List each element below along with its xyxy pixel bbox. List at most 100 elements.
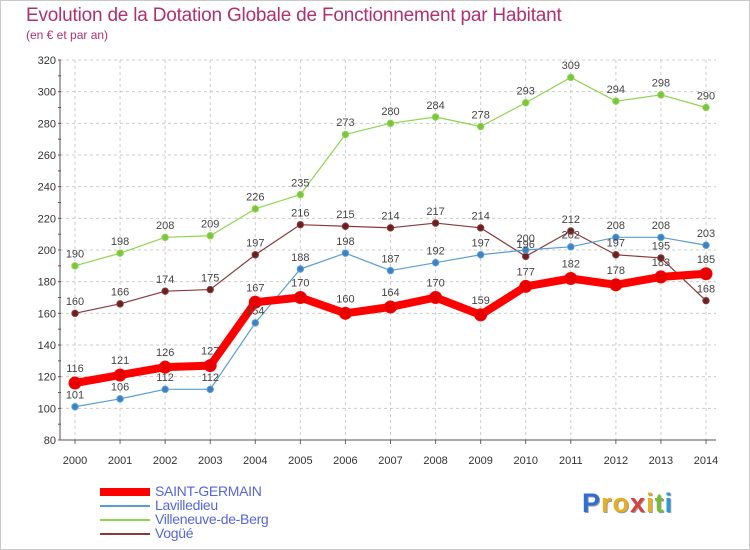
y-tick-label: 160 [38,308,56,320]
data-point [654,270,668,284]
y-tick-label: 320 [38,55,56,67]
data-label: 182 [562,259,580,271]
data-label: 197 [607,238,625,250]
data-label: 217 [426,206,444,218]
data-label: 112 [201,372,219,384]
data-point [612,251,620,259]
data-label: 196 [517,239,535,251]
legend-label: Lavilledieu [155,497,218,513]
y-tick-label: 240 [38,182,56,194]
data-label: 278 [471,109,489,121]
data-label: 293 [517,86,535,98]
data-label: 154 [246,306,264,318]
series-lines [68,73,713,411]
data-point [429,291,443,304]
data-point [657,254,665,262]
data-label: 298 [652,78,670,90]
data-point [251,319,259,327]
data-point [474,308,488,322]
data-point [476,251,485,259]
logo-letter: P [582,488,602,518]
data-label: 280 [381,106,399,118]
chart-subtitle: (en € et par an) [26,28,109,42]
data-label: 126 [156,347,174,359]
data-label: 106 [111,382,129,394]
data-label: 273 [336,117,354,129]
y-tick-label: 300 [38,87,56,99]
data-label: 166 [111,287,129,299]
data-label: 116 [66,363,84,375]
data-point [116,300,124,308]
data-label: 215 [336,209,354,221]
grid-lines [60,59,716,441]
data-label: 198 [336,236,354,248]
y-tick-label: 80 [44,435,56,447]
data-label: 214 [471,211,489,223]
data-point [113,368,127,382]
x-tick-label: 2000 [63,455,87,467]
data-label: 214 [381,211,399,223]
x-tick-label: 2005 [288,455,312,467]
data-label: 290 [697,90,715,102]
data-point [431,113,440,121]
data-label: 183 [652,257,670,269]
legend-swatch [100,519,150,521]
data-point [341,130,350,139]
data-point [657,91,665,99]
x-tick-label: 2004 [243,455,267,467]
logo-letter: i [664,488,674,518]
data-label: 175 [201,272,219,284]
data-label: 185 [697,254,715,266]
data-label: 170 [426,278,444,290]
data-point [702,296,710,305]
x-tick-label: 2008 [423,455,447,467]
legend-label: Vogüé [155,525,194,541]
data-point [567,227,575,235]
data-label: 226 [246,192,264,204]
data-point [203,359,217,373]
data-point [206,232,214,240]
x-tick-label: 2010 [513,455,537,467]
data-label: 121 [111,355,129,367]
data-label: 208 [652,220,670,232]
y-tick-label: 200 [38,245,56,257]
data-point [476,224,485,232]
data-label: 164 [381,287,399,299]
data-point [296,265,305,273]
data-point [567,73,575,82]
data-point [702,103,710,112]
data-labels: 190 198 208 209 226 235 273 280 284 278 293 309 294 2… [66,60,715,401]
data-label: 160 [336,293,354,305]
legend-label: SAINT-GERMAIN [155,483,262,499]
y-tick-label: 180 [38,277,56,289]
data-label: 187 [381,253,399,265]
data-point [699,267,713,281]
logo-letter: t [654,488,665,518]
data-label: 127 [201,346,219,358]
data-point [161,385,169,394]
data-point [206,285,214,294]
logo-letter: o [612,488,631,518]
data-label: 195 [652,241,670,253]
data-point [476,122,485,131]
data-point [293,291,307,304]
y-tick-label: 140 [38,340,56,352]
logo-letter: i [646,488,655,518]
x-tick-label: 2002 [153,455,177,467]
data-point [71,403,79,411]
data-point [612,97,620,105]
data-label: 178 [607,265,625,277]
y-tick-label: 120 [38,372,56,384]
data-point [338,306,352,320]
data-label: 294 [607,84,625,96]
data-point [431,258,440,267]
line-chart: 80 100 120 140 160 180 200 220 240 260 280 300 320 20… [38,55,719,467]
data-label: 112 [156,372,174,384]
data-point [296,190,305,199]
data-label: 101 [66,390,84,402]
y-tick-label: 280 [38,118,56,130]
x-tick-label: 2001 [108,455,132,467]
x-tick-label: 2012 [604,455,628,467]
legend-label: Villeneuve-de-Berg [155,511,269,527]
x-tick-label: 2011 [559,455,583,467]
